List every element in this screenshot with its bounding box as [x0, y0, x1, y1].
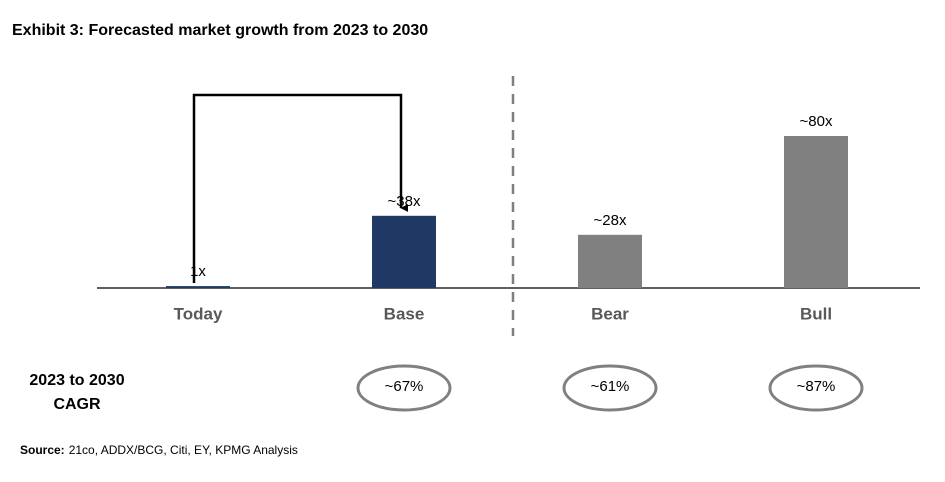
value-label: ~80x — [800, 113, 833, 130]
x-tick-label: Bear — [591, 304, 629, 323]
x-tick-label: Base — [384, 304, 425, 323]
value-label: ~38x — [388, 193, 421, 210]
cagr-value: ~67% — [385, 378, 424, 395]
value-label: 1x — [190, 263, 206, 280]
arrow — [192, 93, 409, 283]
bar — [578, 234, 642, 288]
source-label: Source: — [20, 443, 65, 457]
cagr-value: ~87% — [797, 378, 836, 395]
cagr-ellipse — [356, 364, 452, 412]
bar — [166, 286, 230, 288]
cagr-label: CAGR — [53, 396, 101, 413]
x-tick-label: Today — [174, 304, 223, 323]
chart-title: Exhibit 3: Forecasted market growth from… — [12, 22, 428, 39]
cagr-label: 2023 to 2030 — [29, 372, 124, 389]
cagr-value: ~61% — [591, 378, 630, 395]
bar — [784, 136, 848, 288]
bar — [372, 215, 436, 288]
value-label: ~28x — [594, 212, 627, 229]
source: Source: 21co, ADDX/BCG, Citi, EY, KPMG An… — [20, 443, 298, 457]
source-text: 21co, ADDX/BCG, Citi, EY, KPMG Analysis — [69, 443, 298, 457]
cagr-ellipse — [562, 364, 658, 412]
x-tick-label: Bull — [800, 304, 832, 323]
cagr-ellipse — [768, 364, 864, 412]
